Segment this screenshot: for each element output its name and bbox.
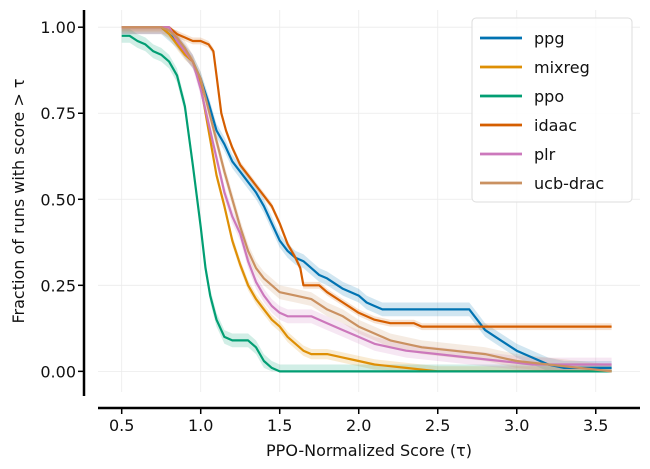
legend-frame bbox=[471, 17, 633, 203]
line-plr bbox=[121, 26, 612, 366]
x-tick-label: 1.5 bbox=[267, 416, 292, 435]
y-tick-label: 0.50 bbox=[40, 190, 76, 209]
line-idaac bbox=[121, 26, 612, 328]
y-tick-label: 0.00 bbox=[40, 362, 76, 381]
y-axis-label: Fraction of runs with score > τ bbox=[9, 79, 28, 324]
legend-label-ppo: ppo bbox=[534, 87, 564, 106]
legend-label-ppg: ppg bbox=[534, 29, 564, 48]
legend-label-ucb-drac: ucb-drac bbox=[534, 174, 604, 193]
y-tick-label: 1.00 bbox=[40, 18, 76, 37]
x-axis-label: PPO-Normalized Score (τ) bbox=[266, 441, 472, 460]
axes bbox=[82, 10, 640, 410]
x-tick-label: 3.0 bbox=[504, 416, 529, 435]
legend-label-mixreg: mixreg bbox=[534, 58, 590, 77]
x-tick-label: 0.5 bbox=[109, 416, 134, 435]
x-tick-label: 3.5 bbox=[583, 416, 608, 435]
x-tick-label: 2.0 bbox=[346, 416, 371, 435]
y-tick-label: 0.25 bbox=[40, 276, 76, 295]
legend-label-plr: plr bbox=[534, 145, 556, 164]
y-tick-label: 0.75 bbox=[40, 104, 76, 123]
series-lines bbox=[121, 26, 612, 373]
line-ucb-drac bbox=[121, 26, 612, 373]
x-tick-label: 1.0 bbox=[188, 416, 213, 435]
legend-label-idaac: idaac bbox=[534, 116, 577, 135]
line-ppo bbox=[121, 34, 612, 373]
legend: ppg mixreg ppo idaac plr ucb-drac bbox=[471, 17, 633, 203]
x-tick-label: 2.5 bbox=[425, 416, 450, 435]
tick-labels: 0.5 1.0 1.5 2.0 2.5 3.0 3.5 0.00 0.25 0.50 0.75 1.0… bbox=[40, 18, 608, 435]
